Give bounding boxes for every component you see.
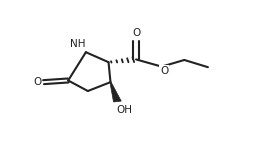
Text: O: O	[33, 77, 41, 87]
Text: OH: OH	[116, 105, 132, 114]
Polygon shape	[110, 82, 121, 102]
Text: O: O	[160, 66, 168, 75]
Text: NH: NH	[70, 39, 86, 49]
Text: O: O	[132, 28, 140, 38]
